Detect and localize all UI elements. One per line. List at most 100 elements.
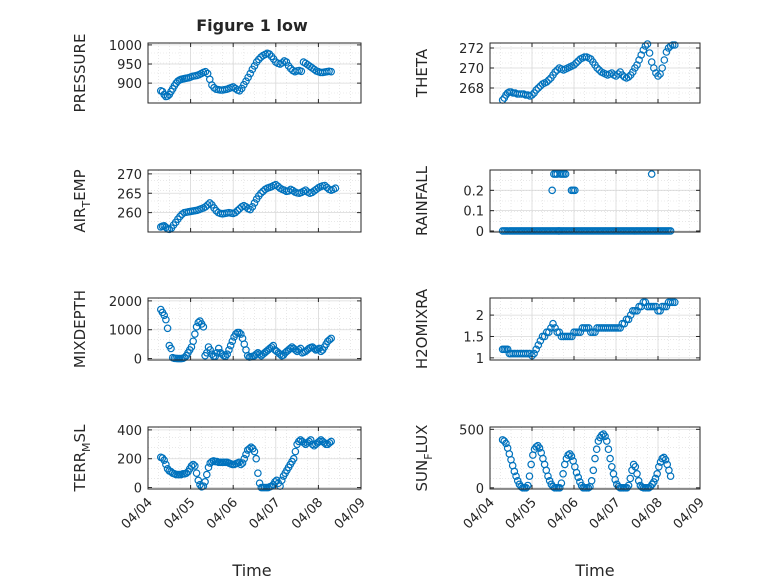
data-point [189, 460, 197, 469]
axes-box [147, 426, 362, 490]
data-point [561, 170, 570, 178]
data-point [512, 472, 520, 480]
data-point [192, 469, 201, 477]
data-point [653, 469, 661, 478]
data-point [591, 454, 599, 463]
x-tick-label: 04/05 [503, 495, 540, 532]
data-point [255, 350, 264, 359]
subplot-terrmsl: 0 200 400 TERRMSL 04/04 04/05 04/06 04/07 04/08 0… [71, 424, 369, 532]
data-point [624, 73, 633, 81]
data-point [626, 474, 635, 483]
data-point [203, 201, 212, 209]
data-point [201, 67, 210, 76]
data-point [237, 84, 246, 93]
y-axis-label: AIRTEMP [71, 169, 93, 232]
data-point [235, 86, 244, 95]
data-point [160, 456, 168, 464]
subplot-airtemp: 260 265 270 AIRTEMP [71, 168, 362, 234]
data-point [614, 70, 622, 78]
x-axis-label-right: Time [574, 561, 614, 580]
data-point [545, 477, 554, 485]
data-point [525, 472, 534, 480]
axes-box [147, 297, 362, 361]
data-point [576, 328, 585, 337]
x-tick-label: 04/08 [289, 495, 326, 532]
data-point [235, 458, 243, 467]
data-point [238, 459, 247, 467]
data-point [252, 454, 261, 463]
data-point [254, 469, 262, 477]
data-point [187, 462, 196, 470]
data-point [568, 332, 576, 341]
data-point [300, 439, 308, 447]
data-point [555, 328, 564, 337]
data-point [601, 432, 609, 441]
data-point [591, 328, 599, 337]
data-point [582, 324, 591, 332]
y-tick-label: 0 [476, 482, 484, 497]
data-point [639, 46, 648, 54]
data-point [616, 324, 625, 332]
y-tick-label: 272 [459, 42, 484, 57]
y-tick-label: 400 [117, 424, 142, 439]
data-point [223, 350, 232, 359]
data-point [592, 445, 601, 454]
data-point [191, 462, 199, 470]
axes-box [489, 169, 701, 233]
data-point [584, 324, 593, 332]
data-point [202, 470, 211, 479]
data-point [655, 462, 663, 471]
data-point [564, 451, 572, 459]
y-tick-label: 1 [476, 352, 484, 367]
data-point [662, 302, 671, 311]
data-series [156, 305, 335, 363]
data-point [557, 479, 566, 487]
data-point [532, 345, 541, 354]
data-point [559, 469, 567, 478]
data-point [231, 330, 240, 338]
y-tick-label: 500 [459, 423, 484, 438]
data-point [221, 352, 230, 361]
data-point [331, 184, 340, 193]
data-point [160, 311, 168, 320]
data-point [544, 472, 552, 480]
data-point [310, 344, 318, 353]
data-point [538, 332, 547, 341]
data-point [306, 436, 315, 444]
data-point [315, 437, 324, 446]
data-point [205, 199, 214, 207]
subplot-pressure: 900 950 1000 PRESSURE [71, 34, 362, 112]
data-point [662, 48, 671, 56]
data-point [297, 67, 306, 76]
data-point [528, 91, 536, 99]
data-point [248, 203, 257, 211]
data-point [246, 69, 255, 78]
data-point [654, 72, 662, 80]
data-point [572, 328, 580, 337]
data-point [548, 186, 556, 195]
data-point [250, 62, 259, 70]
data-point [551, 324, 559, 332]
data-point [325, 336, 334, 344]
data-point [641, 298, 650, 307]
data-point [189, 337, 197, 346]
y-tick-label: 1000 [109, 39, 142, 54]
y-axis-label: SUNFLUX [413, 425, 435, 492]
x-tick-label: 04/06 [545, 495, 582, 532]
data-point [661, 455, 670, 464]
data-point [237, 460, 245, 469]
data-point [271, 477, 279, 486]
data-point [639, 298, 648, 307]
data-point [572, 59, 580, 67]
data-point [666, 298, 675, 307]
y-tick-label: 950 [117, 58, 142, 73]
data-point [666, 472, 675, 480]
data-point [633, 307, 641, 315]
y-tick-label: 2000 [109, 295, 142, 310]
data-point [593, 64, 601, 72]
data-point [589, 466, 598, 475]
data-point [647, 302, 656, 311]
data-point [660, 56, 669, 64]
data-point [555, 227, 563, 235]
data-point [534, 84, 543, 92]
